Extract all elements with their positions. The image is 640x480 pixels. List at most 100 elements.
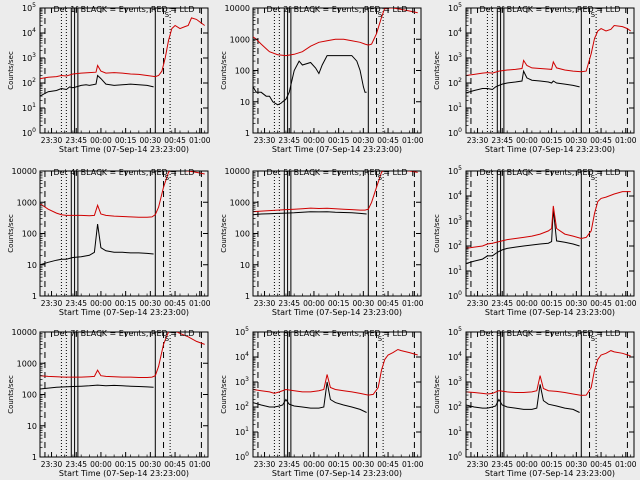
flag-marker: S [591, 174, 596, 182]
x-tick-label: 00:45 [164, 460, 186, 469]
series-group [253, 348, 418, 413]
x-tick-label: 23:30 [254, 299, 276, 308]
events-series-line [253, 55, 367, 106]
x-tick-label: 00:00 [303, 460, 325, 469]
lld-series-line [253, 348, 418, 396]
x-tick-label: 23:30 [254, 460, 276, 469]
x-tick-label: 00:15 [328, 460, 350, 469]
y-tick-label: 102 [235, 401, 249, 412]
x-tick-label: 00:00 [516, 299, 538, 308]
x-tick-label: 23:30 [41, 136, 63, 145]
x-axis-label: Start Time (07-Sep-14 23:23:00) [59, 308, 189, 317]
y-tick-label: 1 [32, 453, 37, 462]
y-tick-label: 103 [448, 215, 462, 226]
x-tick-label: 00:30 [566, 136, 588, 145]
y-tick-label: 101 [448, 265, 462, 276]
y-tick-label: 104 [22, 27, 36, 38]
x-tick-label: 01:00 [615, 299, 637, 308]
x-axis-label: Start Time (07-Sep-14 23:23:00) [485, 308, 615, 317]
x-tick-label: 00:15 [541, 299, 563, 308]
x-tick-label: 00:30 [140, 299, 162, 308]
x-tick-label: 23:30 [467, 136, 489, 145]
y-tick-label: 1000 [17, 198, 37, 207]
x-tick-label: 00:30 [566, 299, 588, 308]
y-tick-label: 100 [448, 451, 462, 462]
x-tick-label: 01:00 [189, 299, 211, 308]
plot-frame [465, 7, 635, 134]
y-tick-label: 101 [235, 426, 249, 437]
x-tick-label: 00:00 [90, 136, 112, 145]
y-axis-label: Counts/sec [433, 214, 441, 253]
x-tick-label: 23:30 [254, 136, 276, 145]
x-tick-label: 00:30 [353, 299, 375, 308]
x-tick-label: 00:30 [566, 460, 588, 469]
x-tick-label: 00:15 [115, 299, 137, 308]
y-tick-label: 102 [22, 77, 36, 88]
panel-det-7: 1 10 100 1000 10000 23:30 23:45 00:00 00:15 00:30… [7, 328, 211, 478]
x-tick-label: 00:45 [377, 460, 399, 469]
y-tick-label: 102 [448, 77, 462, 88]
x-tick-label: 00:45 [590, 460, 612, 469]
y-tick-label: 105 [235, 326, 249, 337]
lld-series-line [253, 171, 418, 213]
x-tick-label: 00:30 [353, 136, 375, 145]
x-tick-label: 23:45 [491, 136, 513, 145]
y-tick-label: 100 [448, 290, 462, 301]
panel-title: Det 6f BLACK = Events, RED = LLD [479, 168, 620, 177]
y-tick-label: 1 [32, 292, 37, 301]
y-tick-label: 101 [22, 102, 36, 113]
x-tick-label: 00:45 [164, 299, 186, 308]
x-tick-label: 01:00 [189, 136, 211, 145]
y-axis-label: Counts/sec [433, 375, 441, 414]
plot-frame [465, 170, 635, 297]
x-tick-label: 00:00 [516, 460, 538, 469]
x-tick-label: 01:00 [615, 460, 637, 469]
panel-det-4: 1 10 100 1000 10000 23:30 23:45 00:00 00:15 00:30… [7, 167, 211, 317]
x-tick-label: 00:00 [90, 299, 112, 308]
x-tick-label: 00:30 [140, 136, 162, 145]
y-tick-label: 100 [22, 391, 37, 400]
panel-title: Det 9f BLACK = Events, RED = LLD [479, 329, 620, 338]
series-group [40, 17, 205, 97]
y-tick-label: 1 [245, 292, 250, 301]
x-axis-label: Start Time (07-Sep-14 23:23:00) [59, 145, 189, 154]
lld-series-line [40, 171, 205, 218]
lld-series-line [466, 24, 631, 76]
panel-title: Det 3f BLACK = Events, RED = LLD [479, 5, 620, 14]
lld-series-line [253, 8, 418, 57]
y-axis-label: Counts/sec [7, 375, 15, 414]
x-tick-label: 00:30 [353, 460, 375, 469]
x-tick-label: 00:45 [164, 136, 186, 145]
y-tick-label: 100 [22, 230, 37, 239]
y-tick-label: 10000 [225, 4, 250, 13]
x-axis-label: Start Time (07-Sep-14 23:23:00) [272, 308, 402, 317]
x-tick-label: 01:00 [402, 460, 424, 469]
y-tick-label: 103 [448, 52, 462, 63]
y-tick-label: 1000 [17, 359, 37, 368]
y-tick-label: 101 [448, 426, 462, 437]
y-tick-label: 103 [448, 376, 462, 387]
y-tick-label: 10000 [12, 167, 37, 176]
panel-title: Det 5f BLACK = Events, RED = LLD [266, 168, 407, 177]
y-axis-label: Counts/sec [7, 51, 15, 90]
panel-title: Det 7f BLACK = Events, RED = LLD [53, 329, 194, 338]
events-series-line [253, 381, 367, 413]
panel-det-5: 1 10 100 1000 10000 23:30 23:45 00:00 00:15 00:30… [220, 167, 424, 317]
x-tick-label: 00:30 [140, 460, 162, 469]
y-tick-label: 103 [22, 52, 36, 63]
panel-det-2: 1 10 100 1000 10000 23:30 23:45 00:00 00:15 00:30… [220, 4, 424, 154]
x-tick-label: 00:45 [377, 136, 399, 145]
series-group [466, 191, 631, 264]
x-tick-label: 23:30 [41, 460, 63, 469]
x-tick-label: 23:45 [491, 299, 513, 308]
plot-frame [39, 7, 209, 134]
x-tick-label: 01:00 [189, 460, 211, 469]
plot-frame [252, 331, 422, 458]
lld-series-line [40, 332, 205, 378]
y-tick-label: 105 [448, 326, 462, 337]
events-series-line [40, 74, 154, 97]
x-tick-label: 00:15 [115, 136, 137, 145]
